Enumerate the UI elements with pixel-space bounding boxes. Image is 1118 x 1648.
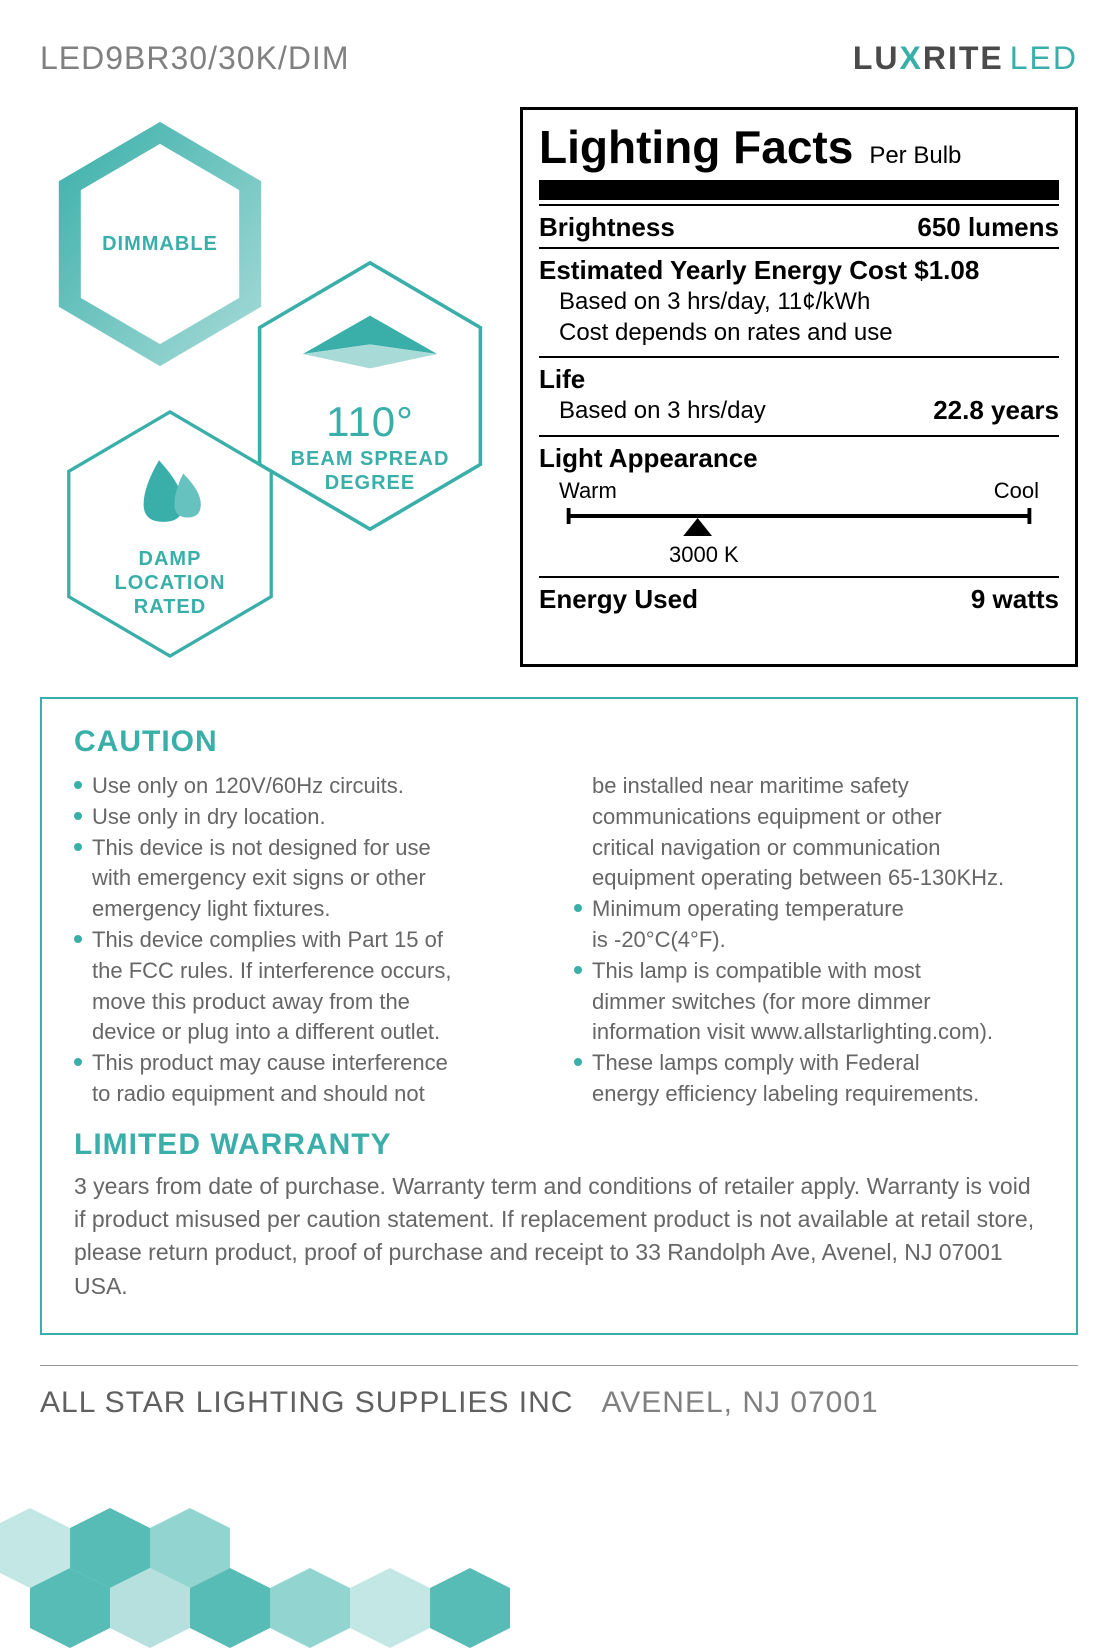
caution-line: These lamps comply with Federal bbox=[574, 1048, 1044, 1079]
brand-logo: LUXRITELED bbox=[853, 40, 1078, 77]
brightness-row: Brightness 650 lumens bbox=[539, 204, 1059, 247]
appearance-block: Light Appearance Warm Cool bbox=[539, 435, 1059, 576]
caution-col1: Use only on 120V/60Hz circuits.Use only … bbox=[74, 771, 544, 1110]
hex-dimmable: DIMMABLE bbox=[50, 117, 270, 371]
caution-line: with emergency exit signs or other bbox=[74, 863, 544, 894]
life-block: Life Based on 3 hrs/day 22.8 years bbox=[539, 356, 1059, 434]
hex-badges: DIMMABLE 110° BEAM SPREAD DEGREE bbox=[40, 107, 490, 667]
warranty-title: LIMITED WARRANTY bbox=[74, 1128, 1044, 1162]
hex-beam-label: 110° BEAM SPREAD DEGREE bbox=[250, 397, 490, 495]
caution-line: device or plug into a different outlet. bbox=[74, 1017, 544, 1048]
hex-damp-label: DAMP LOCATION RATED bbox=[60, 547, 280, 619]
caution-line: equipment operating between 65-130KHz. bbox=[574, 863, 1044, 894]
caution-line: be installed near maritime safety bbox=[574, 771, 1044, 802]
caution-line: information visit www.allstarlighting.co… bbox=[574, 1017, 1044, 1048]
footer-divider bbox=[40, 1365, 1078, 1386]
caution-line: move this product away from the bbox=[74, 987, 544, 1018]
bullet-icon bbox=[574, 1058, 582, 1066]
lighting-facts-panel: Lighting Facts Per Bulb Brightness 650 l… bbox=[520, 107, 1078, 667]
hex-dimmable-label: DIMMABLE bbox=[50, 232, 270, 256]
caution-line: energy efficiency labeling requirements. bbox=[574, 1079, 1044, 1110]
caution-col2: be installed near maritime safetycommuni… bbox=[574, 771, 1044, 1110]
caution-line: This lamp is compatible with most bbox=[574, 956, 1044, 987]
caution-line: critical navigation or communication bbox=[574, 833, 1044, 864]
decorative-hex-footer bbox=[0, 1448, 1118, 1648]
bullet-icon bbox=[74, 812, 82, 820]
caution-line: to radio equipment and should not bbox=[74, 1079, 544, 1110]
footer-text: ALL STAR LIGHTING SUPPLIES INC AVENEL, N… bbox=[0, 1386, 1118, 1420]
caution-line: This product may cause interference bbox=[74, 1048, 544, 1079]
caution-line: the FCC rules. If interference occurs, bbox=[74, 956, 544, 987]
sku-text: LED9BR30/30K/DIM bbox=[40, 40, 349, 77]
warranty-text: 3 years from date of purchase. Warranty … bbox=[74, 1170, 1044, 1303]
hex-damp: DAMP LOCATION RATED bbox=[60, 407, 280, 661]
caution-line: This device complies with Part 15 of bbox=[74, 925, 544, 956]
caution-line: Minimum operating temperature bbox=[574, 894, 1044, 925]
hex-beam: 110° BEAM SPREAD DEGREE bbox=[250, 257, 490, 535]
facts-divider-bar bbox=[539, 180, 1059, 200]
caution-line: dimmer switches (for more dimmer bbox=[574, 987, 1044, 1018]
caution-line: Use only in dry location. bbox=[74, 802, 544, 833]
caution-box: CAUTION Use only on 120V/60Hz circuits.U… bbox=[40, 697, 1078, 1335]
facts-title: Lighting Facts Per Bulb bbox=[539, 120, 1059, 174]
bullet-icon bbox=[574, 904, 582, 912]
appearance-scale: Warm Cool 3000 K bbox=[559, 478, 1039, 568]
energy-row: Energy Used 9 watts bbox=[539, 576, 1059, 619]
bullet-icon bbox=[74, 935, 82, 943]
bullet-icon bbox=[574, 966, 582, 974]
caution-line: This device is not designed for use bbox=[74, 833, 544, 864]
caution-line: is -20°C(4°F). bbox=[574, 925, 1044, 956]
caution-title: CAUTION bbox=[74, 725, 1044, 759]
caution-line: Use only on 120V/60Hz circuits. bbox=[74, 771, 544, 802]
bullet-icon bbox=[74, 843, 82, 851]
caution-line: emergency light fixtures. bbox=[74, 894, 544, 925]
cost-block: Estimated Yearly Energy Cost $1.08 Based… bbox=[539, 247, 1059, 356]
caution-line: communications equipment or other bbox=[574, 802, 1044, 833]
header: LED9BR30/30K/DIM LUXRITELED bbox=[40, 40, 1078, 77]
bullet-icon bbox=[74, 781, 82, 789]
bullet-icon bbox=[74, 1058, 82, 1066]
